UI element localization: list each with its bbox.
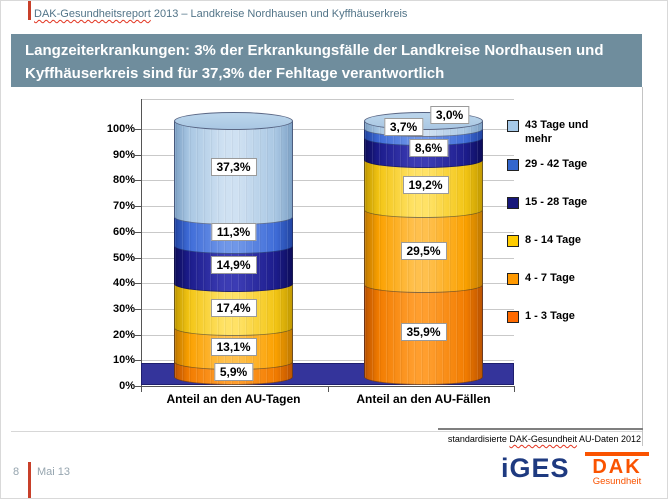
source-note-brand: DAK-Gesundheit [509,434,577,444]
gridline [141,129,514,130]
y-axis-tick-label: 0% [119,380,135,392]
legend-label: 43 Tage und mehr [525,119,589,145]
source-note-suffix: AU-Daten 2012 [576,434,641,444]
legend-swatch [507,120,519,132]
dak-logo-subtext: Gesundheit [592,476,642,487]
y-axis-line [141,99,142,386]
y-axis-tick-label: 100% [106,123,135,135]
y-axis-tick [135,206,141,207]
y-axis-tick [135,335,141,336]
data-label: 29,5% [400,242,447,261]
data-label: 37,3% [210,158,257,176]
gridline [141,232,514,233]
footer-separator-line [11,431,642,432]
dak-logo-text: DAK [592,456,642,478]
gridline [141,180,514,181]
data-label: 13,1% [210,338,257,357]
iges-logo: iGES [501,453,570,483]
data-label: 3,0% [429,106,470,125]
legend-label: 15 - 28 Tage [525,196,588,208]
footnote-rule [438,428,643,430]
legend-swatch [507,311,519,323]
y-axis-tick [135,360,141,361]
y-axis-tick [135,309,141,310]
gridline [141,360,514,361]
y-axis-tick [135,232,141,233]
header-rest: 2013 – Landkreise Nordhausen und Kyffhäu… [150,8,408,20]
legend-label: 1 - 3 Tage [525,310,575,322]
y-axis-tick-label: 90% [112,149,135,161]
header-brand: DAK-Gesundheitsreport [34,8,151,20]
legend-item: 4 - 7 Tage [507,272,603,286]
data-label: 35,9% [400,323,447,342]
page-title: Langzeiterkrankungen: 3% der Erkrankungs… [11,34,642,87]
cylinder-top-cap [174,112,293,131]
data-label: 19,2% [402,176,449,194]
y-axis-tick-label: 20% [112,329,135,341]
legend-label: 8 - 14 Tage [525,234,582,246]
gridline [141,283,514,284]
header-accent-bar [28,1,31,20]
data-label: 14,9% [210,255,257,274]
y-axis-tick [135,386,141,387]
y-axis-tick-label: 60% [112,226,135,238]
page-number: 8 [13,466,20,478]
y-axis-tick [135,129,141,130]
y-axis-tick [135,283,141,284]
data-label: 11,3% [210,223,257,242]
y-axis-tick-label: 70% [112,200,135,212]
gridline [141,206,514,207]
gridline [141,309,514,310]
dak-logo: DAK Gesundheit [585,452,649,487]
data-label: 8,6% [408,139,449,158]
data-label: 5,9% [213,363,254,382]
breadcrumb: DAK-Gesundheitsreport 2013 – Landkreise … [34,8,407,20]
gridline [141,258,514,259]
legend-label: 4 - 7 Tage [525,272,575,284]
legend-label: 29 - 42 Tage [525,158,588,170]
y-axis-tick [135,180,141,181]
legend-swatch [507,273,519,285]
y-axis-tick-label: 80% [112,174,135,186]
x-axis-tick [141,386,142,392]
legend-item: 43 Tage und mehr [507,119,603,147]
data-label: 17,4% [210,299,257,318]
legend-swatch [507,235,519,247]
plot-top-border [141,99,514,100]
legend-swatch [507,197,519,209]
gridline [141,335,514,336]
category-label: Anteil an den AU-Fällen [356,392,491,406]
y-axis-tick-label: 30% [112,303,135,315]
data-label: 3,7% [383,117,424,136]
y-axis-tick-label: 10% [112,354,135,366]
category-label: Anteil an den AU-Tagen [166,392,301,406]
page-date: Mai 13 [37,466,71,478]
dak-logo-bar [585,452,649,456]
legend-item: 1 - 3 Tage [507,310,603,324]
footer-accent-bar [28,462,31,498]
right-divider-line [642,87,643,446]
page-title-text: Langzeiterkrankungen: 3% der Erkrankungs… [25,42,604,82]
x-axis-tick [328,386,329,392]
legend-swatch [507,159,519,171]
y-axis-tick-label: 50% [112,252,135,264]
legend-item: 15 - 28 Tage [507,196,603,210]
gridline [141,155,514,156]
x-axis-line [141,386,514,387]
source-note: standardisierte DAK-Gesundheit AU-Daten … [391,434,641,444]
y-axis-tick [135,155,141,156]
y-axis-tick-label: 40% [112,277,135,289]
y-axis-tick [135,258,141,259]
legend-item: 29 - 42 Tage [507,158,603,172]
x-axis-tick [514,386,515,392]
legend-item: 8 - 14 Tage [507,234,603,248]
source-note-prefix: standardisierte [447,434,510,444]
